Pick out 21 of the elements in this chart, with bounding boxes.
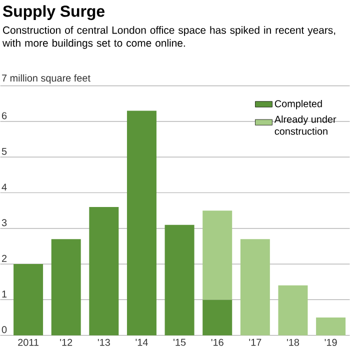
x-tick-label: '16 [211, 338, 224, 346]
legend-label: Completed [274, 100, 322, 110]
legend-label: Already under construction [274, 115, 336, 135]
chart-subtitle: Construction of central London office space has spiked in recent years, with more buildings set to come online. [2, 26, 336, 49]
x-tick-label: '19 [324, 338, 337, 346]
y-tick-label: 5 [2, 148, 7, 155]
x-tick-label: '12 [60, 338, 72, 346]
y-tick-label: 2 [2, 254, 7, 262]
chart-title: Supply Surge [2, 5, 105, 20]
x-tick-label: '15 [174, 338, 186, 346]
x-tick-label: '18 [287, 338, 300, 346]
x-tick-label: '13 [98, 338, 110, 346]
x-tick-label: '17 [249, 338, 262, 346]
y-tick-label: 4 [2, 184, 7, 190]
y-tick-label: 3 [2, 219, 7, 226]
y-tick-label: 6 [2, 112, 7, 120]
y-tick-label: 1 [2, 290, 7, 298]
x-tick-label: '14 [136, 338, 148, 346]
y-tick-label: 0 [2, 326, 7, 334]
y-tick-label: 7 million square feet [2, 74, 90, 84]
x-tick-label: 2011 [18, 338, 38, 346]
